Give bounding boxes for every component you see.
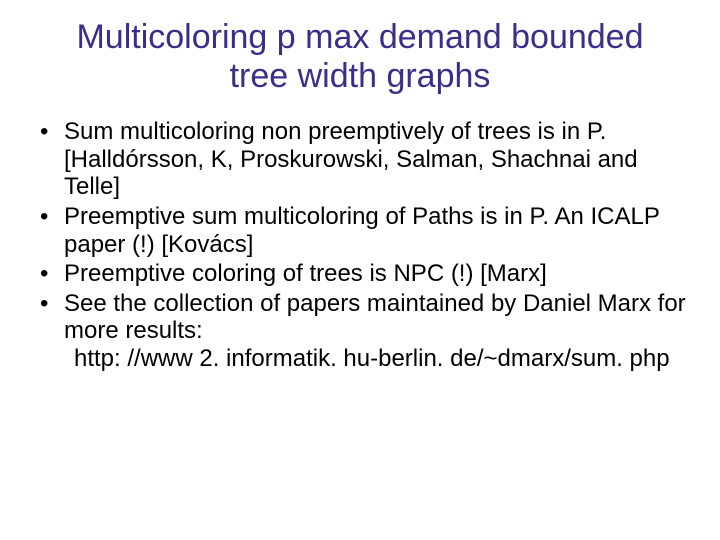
bullet-extra-url: http: //www 2. informatik. hu-berlin. de… [64, 345, 692, 373]
bullet-text: Preemptive coloring of trees is NPC (!) … [64, 260, 547, 287]
slide-title: Multicoloring p max demand bounded tree … [28, 18, 692, 96]
bullet-list: Sum multicoloring non preemptively of tr… [28, 118, 692, 372]
bullet-text: Preemptive sum multicoloring of Paths is… [64, 203, 659, 258]
list-item: Sum multicoloring non preemptively of tr… [34, 118, 692, 201]
bullet-text: Sum multicoloring non preemptively of tr… [64, 118, 638, 200]
list-item: Preemptive coloring of trees is NPC (!) … [34, 260, 692, 288]
list-item: See the collection of papers maintained … [34, 290, 692, 373]
bullet-text: See the collection of papers maintained … [64, 290, 686, 345]
list-item: Preemptive sum multicoloring of Paths is… [34, 203, 692, 258]
